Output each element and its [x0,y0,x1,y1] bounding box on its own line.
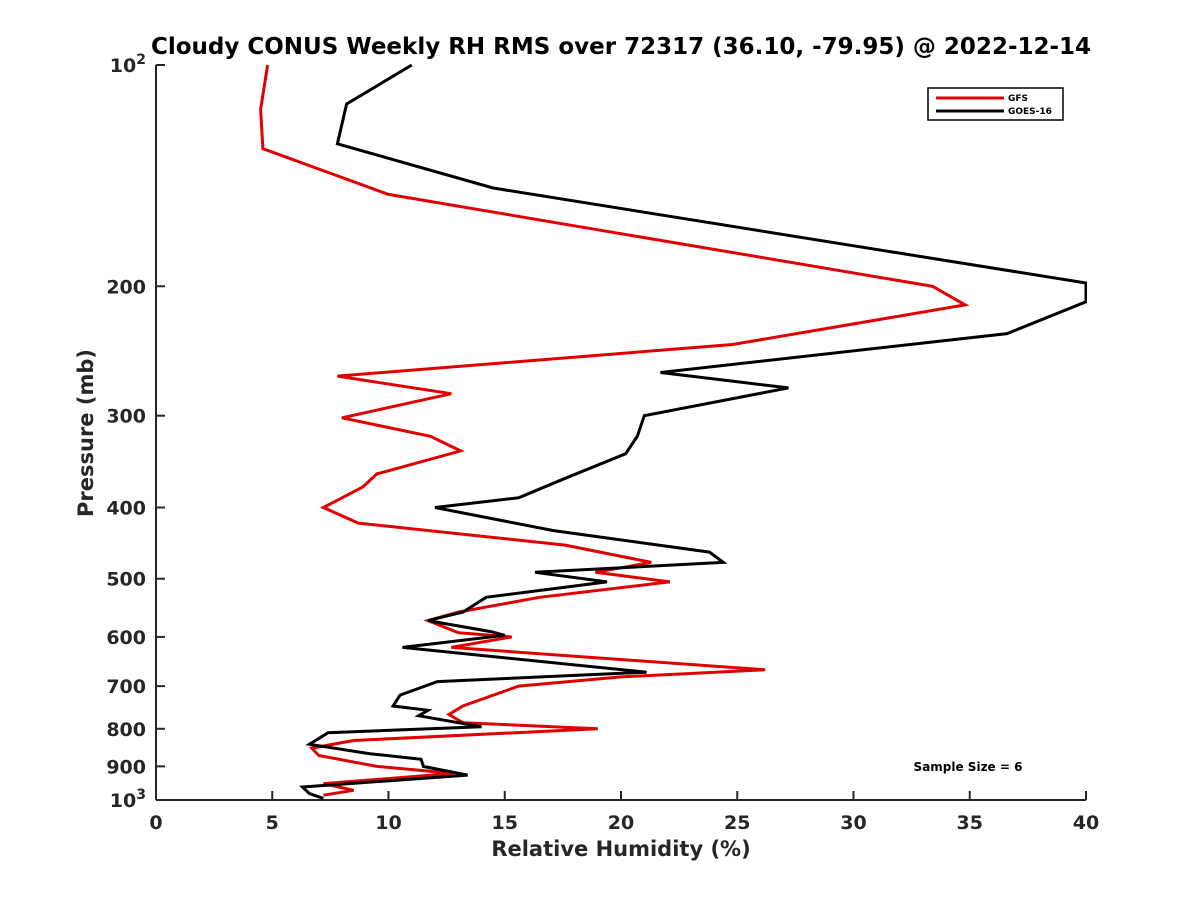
x-tick-label: 30 [840,812,866,834]
x-axis-label: Relative Humidity (%) [491,837,750,861]
y-axis-label: Pressure (mb) [74,349,98,517]
axes: 0 5 10 15 20 25 30 35 40 102 200 300 400 500 600 700 800… [106,52,1099,834]
x-tick-label: 0 [149,812,162,834]
y-tick-label: 400 [106,498,146,520]
y-tick-label: 103 [110,787,146,812]
legend-label: GFS [1008,94,1028,104]
series-layer [259,63,1087,800]
legend-box [927,87,1064,121]
series-line-gfs [259,64,970,797]
legend: GFS GOES-16 [927,87,1064,121]
x-tick-label: 40 [1073,812,1099,834]
x-tick-label: 25 [724,812,750,834]
y-tick-label: 102 [110,52,146,77]
x-tick-label: 20 [608,812,634,834]
series-line-goes-16 [299,63,1087,800]
y-tick-label: 700 [106,676,146,698]
y-tick-label: 200 [106,276,146,298]
legend-label: GOES-16 [1008,107,1052,117]
x-tick-label: 5 [266,812,279,834]
chart-title: Cloudy CONUS Weekly RH RMS over 72317 (3… [151,34,1091,60]
y-tick-label: 900 [106,756,146,778]
sample-size-annotation: Sample Size = 6 [914,760,1023,774]
x-tick-label: 10 [375,812,401,834]
y-tick-label: 300 [106,406,146,428]
y-tick-label: 800 [106,719,146,741]
x-tick-label: 35 [957,812,983,834]
x-tick-label: 15 [492,812,518,834]
y-tick-label: 600 [106,627,146,649]
y-tick-label: 500 [106,569,146,591]
